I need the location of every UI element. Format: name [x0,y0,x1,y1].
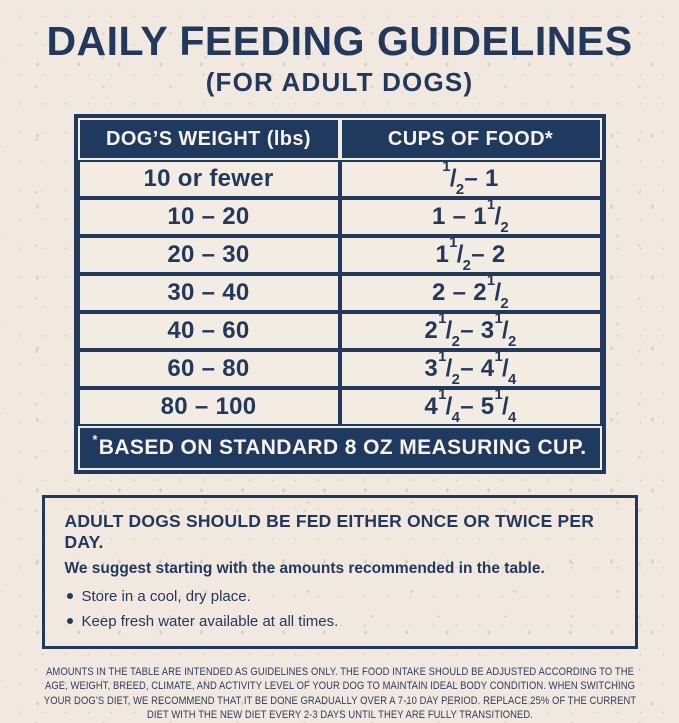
advice-bullet-list: Store in a cool, dry place. Keep fresh wa… [65,588,615,631]
table-footnote-text: *BASED ON STANDARD 8 OZ MEASURING CUP. [92,433,587,459]
cups-cell: 4 1/4 – 5 1/4 [341,386,600,426]
feeding-table: DOG’S WEIGHT (lbs) CUPS OF FOOD* 10 or f… [73,114,606,474]
table-footnote-cell: *BASED ON STANDARD 8 OZ MEASURING CUP. [79,428,600,468]
fraction: 1/2 [486,272,509,312]
weight-cell: 30 – 40 [79,276,338,310]
fraction: 1/2 [449,234,472,274]
fraction: 1/4 [494,386,517,426]
cups-cell: 2 – 2 1/2 [341,272,600,312]
asterisk-marker: * [92,433,98,447]
cups-cell: 1 1/2 – 2 [341,234,600,274]
fraction: 1/4 [438,386,461,426]
cups-cell: 1 – 1 1/2 [341,196,600,236]
cups-cell: 2 1/2 – 3 1/2 [341,310,600,350]
weight-cell: 20 – 30 [79,238,338,272]
page-title: DAILY FEEDING GUIDELINES [46,18,633,64]
column-header-weight: DOG’S WEIGHT (lbs) [79,120,338,158]
weight-cell: 10 – 20 [79,200,338,234]
advice-subheading: We suggest starting with the amounts rec… [64,560,545,577]
weight-cell: 40 – 60 [79,314,338,348]
weight-cell: 60 – 80 [79,352,338,386]
advice-bullet-item: Store in a cool, dry place. [65,588,615,606]
page-subtitle: (FOR ADULT DOGS) [205,67,474,97]
fraction: 1/2 [438,348,461,388]
weight-cell: 80 – 100 [79,390,338,424]
disclaimer-fine-print: AMOUNTS IN THE TABLE ARE INTENDED AS GUI… [43,665,637,722]
fraction: 1/2 [438,310,461,350]
feeding-advice-box: ADULT DOGS SHOULD BE FED EITHER ONCE OR … [41,495,638,649]
weight-cell: 10 or fewer [79,162,338,196]
fraction: 1/2 [442,158,465,198]
fraction: 1/4 [494,348,517,388]
column-header-cups: CUPS OF FOOD* [341,120,600,158]
advice-bullet-item: Keep fresh water available at all times. [65,613,615,631]
fraction: 1/2 [486,196,509,236]
feeding-guidelines-panel: DAILY FEEDING GUIDELINES (FOR ADULT DOGS… [41,18,638,721]
advice-heading: ADULT DOGS SHOULD BE FED EITHER ONCE OR … [64,511,595,552]
cups-cell: 1/2 – 1 [341,158,600,198]
cups-cell: 3 1/2 – 4 1/4 [341,348,600,388]
fraction: 1/2 [494,310,517,350]
